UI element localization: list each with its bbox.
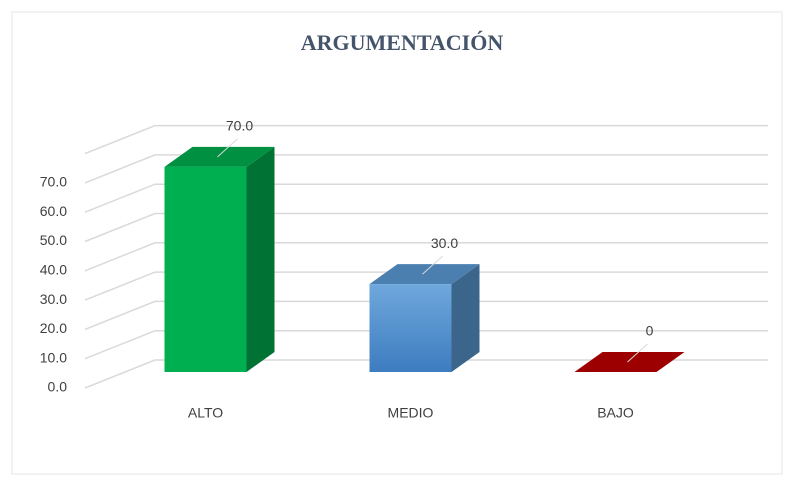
leader-line [627,343,648,363]
bar [574,343,685,372]
grid-line [84,329,768,360]
x-tick-label: BAJO [597,405,634,421]
grid-line [84,212,768,243]
grid-line [84,124,768,155]
grid-line [84,154,768,184]
grid-line [84,271,768,301]
y-tick-label: 70.0 [40,174,67,190]
y-tick-label: 30.0 [40,291,67,307]
y-tick-label: 60.0 [40,203,67,219]
grid-line [84,300,768,331]
value-label: 30.0 [431,235,458,251]
bar-top [164,146,275,167]
y-tick-label: 10.0 [40,349,67,365]
y-tick-label: 40.0 [40,262,67,278]
grid-line [84,183,768,213]
x-tick-label: ALTO [188,405,223,421]
bar-front [164,166,247,372]
value-label: 0 [646,323,654,339]
grid-line [84,242,768,272]
bar [369,255,480,372]
bar-front [369,284,452,372]
x-tick-label: MEDIO [388,405,434,421]
bar-top [369,264,480,285]
value-label: 70.0 [226,118,253,134]
y-tick-label: 0.0 [48,379,68,395]
bar-side [246,146,275,372]
leader-line [217,138,238,158]
chart-title: ARGUMENTACIÓN [301,30,504,55]
y-tick-label: 20.0 [40,320,67,336]
y-tick-label: 50.0 [40,232,67,248]
bar [164,138,275,372]
grid-line [84,359,768,389]
bar-side [451,264,480,372]
leader-line [422,255,443,275]
bar-top [574,352,685,372]
